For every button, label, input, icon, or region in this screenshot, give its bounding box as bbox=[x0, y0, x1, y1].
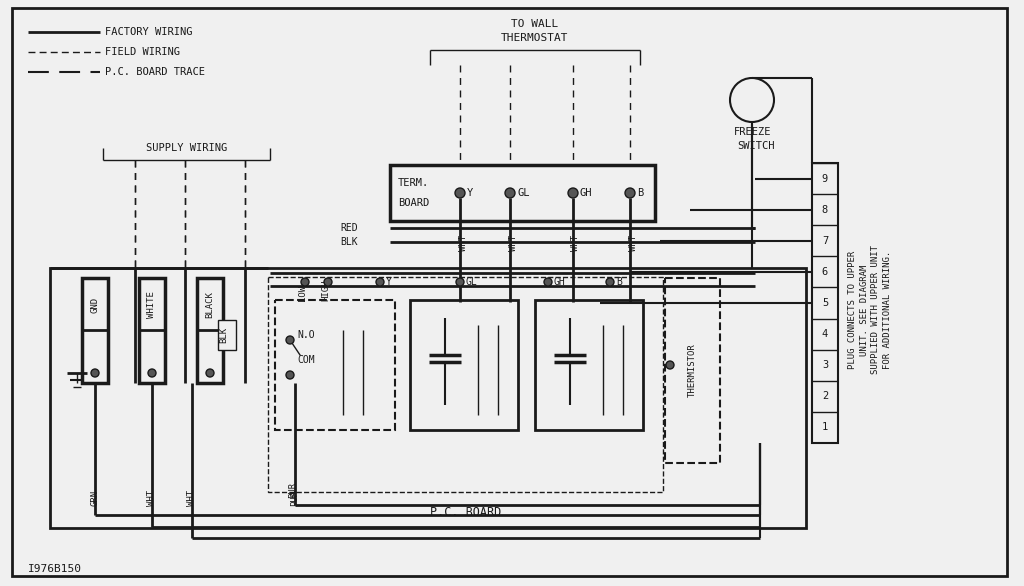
Text: COM: COM bbox=[297, 355, 314, 365]
Text: THERMOSTAT: THERMOSTAT bbox=[502, 33, 568, 43]
Text: 8: 8 bbox=[822, 205, 828, 214]
Text: 6: 6 bbox=[822, 267, 828, 277]
Circle shape bbox=[505, 188, 515, 198]
Text: GH: GH bbox=[580, 188, 593, 198]
Circle shape bbox=[376, 278, 384, 286]
Text: WHT: WHT bbox=[147, 490, 157, 506]
Text: GL: GL bbox=[517, 188, 529, 198]
Text: FACTORY WIRING: FACTORY WIRING bbox=[105, 27, 193, 37]
Text: B: B bbox=[616, 277, 622, 287]
Text: 3: 3 bbox=[822, 360, 828, 370]
Text: LOW: LOW bbox=[299, 285, 307, 301]
Bar bbox=[82, 278, 108, 383]
Text: FREEZE: FREEZE bbox=[734, 127, 771, 137]
Text: WHT: WHT bbox=[629, 235, 638, 251]
Text: P.C. BOARD TRACE: P.C. BOARD TRACE bbox=[105, 67, 205, 77]
Bar bbox=[390, 165, 655, 221]
Text: SUPPLY WIRING: SUPPLY WIRING bbox=[145, 143, 227, 153]
Text: 4: 4 bbox=[822, 329, 828, 339]
Text: Y: Y bbox=[467, 188, 473, 198]
Text: WHT: WHT bbox=[187, 490, 197, 506]
Bar bbox=[139, 278, 165, 383]
Circle shape bbox=[625, 188, 635, 198]
Circle shape bbox=[544, 278, 552, 286]
Circle shape bbox=[455, 188, 465, 198]
Circle shape bbox=[301, 278, 309, 286]
Circle shape bbox=[206, 369, 214, 377]
Circle shape bbox=[324, 278, 332, 286]
Text: TO WALL: TO WALL bbox=[511, 19, 559, 29]
Text: HIGH: HIGH bbox=[322, 280, 331, 301]
Text: SWITCH: SWITCH bbox=[737, 141, 774, 151]
Bar bbox=[268, 277, 663, 492]
Text: RED: RED bbox=[340, 223, 358, 233]
Text: WHITE: WHITE bbox=[147, 292, 157, 318]
Bar bbox=[665, 278, 720, 463]
Bar bbox=[812, 163, 838, 443]
Text: BLACK: BLACK bbox=[206, 292, 214, 318]
Text: BLK: BLK bbox=[340, 237, 358, 247]
Text: WHT: WHT bbox=[459, 235, 468, 251]
Text: 2: 2 bbox=[822, 391, 828, 401]
Circle shape bbox=[91, 369, 99, 377]
Circle shape bbox=[666, 361, 674, 369]
Text: TERM.: TERM. bbox=[398, 178, 429, 188]
Circle shape bbox=[456, 278, 464, 286]
Circle shape bbox=[730, 78, 774, 122]
Bar bbox=[535, 300, 643, 430]
Circle shape bbox=[286, 371, 294, 379]
Text: THERMISTOR: THERMISTOR bbox=[688, 343, 697, 397]
Text: 5: 5 bbox=[822, 298, 828, 308]
Circle shape bbox=[148, 369, 156, 377]
Text: BOARD: BOARD bbox=[398, 198, 429, 208]
Text: WHT: WHT bbox=[571, 235, 581, 251]
Circle shape bbox=[286, 336, 294, 344]
Text: GRN: GRN bbox=[90, 490, 99, 506]
Text: B: B bbox=[637, 188, 643, 198]
Text: GL: GL bbox=[466, 277, 478, 287]
Text: Y: Y bbox=[386, 277, 392, 287]
Text: 1: 1 bbox=[822, 423, 828, 432]
Text: N.O: N.O bbox=[297, 330, 314, 340]
Text: GND: GND bbox=[90, 297, 99, 313]
Bar bbox=[50, 268, 806, 528]
Bar bbox=[275, 300, 395, 430]
Circle shape bbox=[568, 188, 578, 198]
Bar bbox=[197, 278, 223, 383]
Text: PLUG CONNECTS TO UPPER
UNIT. SEE DIAGRAM
SUPPLIED WITH UPPER UNIT
FOR ADDITIONAL: PLUG CONNECTS TO UPPER UNIT. SEE DIAGRAM… bbox=[848, 246, 892, 374]
Bar bbox=[218, 320, 236, 350]
Circle shape bbox=[606, 278, 614, 286]
Text: PUR: PUR bbox=[289, 482, 298, 498]
Text: WHT: WHT bbox=[509, 235, 517, 251]
Text: I976B150: I976B150 bbox=[28, 564, 82, 574]
Bar bbox=[410, 300, 518, 430]
Text: PUR: PUR bbox=[291, 490, 299, 506]
Text: 9: 9 bbox=[822, 173, 828, 183]
Text: GH: GH bbox=[554, 277, 565, 287]
Text: FIELD WIRING: FIELD WIRING bbox=[105, 47, 180, 57]
Text: P.C. BOARD: P.C. BOARD bbox=[430, 506, 502, 520]
Text: 7: 7 bbox=[822, 236, 828, 246]
Text: BLK: BLK bbox=[219, 327, 228, 343]
